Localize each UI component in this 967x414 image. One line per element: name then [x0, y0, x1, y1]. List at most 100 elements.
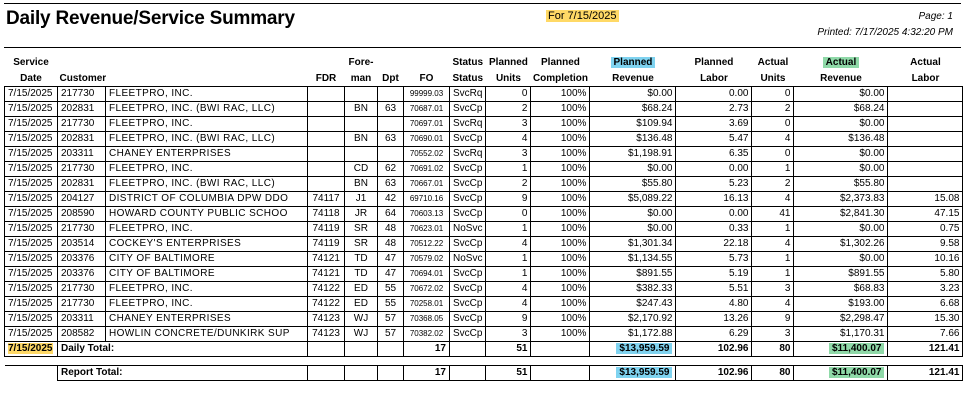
row-fo: 70687.01 [403, 101, 450, 117]
row-actual-units: 0 [751, 86, 795, 102]
row-planned-revenue: $247.43 [589, 296, 677, 312]
row-fdr: 74123 [307, 326, 345, 342]
row-date: 7/15/2025 [4, 176, 58, 192]
col-dpt-top [378, 55, 404, 70]
col-fdr: FDR [315, 73, 337, 84]
row-actual-revenue: $0.00 [793, 221, 889, 237]
row-planned-completion: 100% [530, 281, 591, 297]
report-title: Daily Revenue/Service Summary [6, 8, 295, 29]
row-customer-name: FLEETPRO, INC. [105, 221, 308, 237]
row-planned-units: 3 [485, 146, 532, 162]
row-customer-number: 203311 [57, 146, 106, 162]
report-total-dpt [377, 365, 404, 381]
row-planned-units: 1 [485, 221, 532, 237]
row-date: 7/15/2025 [4, 311, 58, 327]
totals-body: 7/15/2025 Daily Total: 17 51 $13,959.59 … [4, 341, 964, 381]
row-status: SvcRq [448, 86, 487, 102]
row-status: SvcCp [448, 266, 487, 282]
row-date: 7/15/2025 [4, 191, 58, 207]
col-planned-labor: Labor [700, 73, 728, 84]
col-customer-top [106, 55, 308, 70]
row-fdr [307, 86, 345, 102]
row-dpt: 63 [377, 131, 404, 147]
actual-revenue-highlight: Actual [822, 57, 860, 68]
col-status: Status [452, 73, 483, 84]
col-planned-units: Units [495, 73, 521, 84]
daily-total-actual-units: 80 [751, 341, 795, 357]
row-actual-revenue: $0.00 [793, 251, 889, 267]
row-dpt: 47 [377, 251, 404, 267]
row-date: 7/15/2025 [4, 131, 58, 147]
row-foreman: JR [344, 206, 378, 222]
report-total-actual-units: 80 [751, 365, 795, 381]
col-customer: Customer [59, 73, 107, 84]
daily-total-date: 7/15/2025 [4, 341, 58, 357]
daily-total-planned-labor: 102.96 [675, 341, 753, 357]
row-date: 7/15/2025 [4, 236, 58, 252]
row-foreman: ED [344, 281, 378, 297]
row-planned-units: 4 [485, 281, 532, 297]
row-fdr: 74122 [307, 281, 345, 297]
col-custno-top [58, 55, 106, 70]
row-status: SvcCp [448, 131, 487, 147]
row-planned-labor: 0.33 [675, 221, 753, 237]
row-fo: 70623.01 [403, 221, 450, 237]
row-actual-units: 4 [751, 236, 795, 252]
row-foreman: WJ [344, 326, 378, 342]
col-fo: FO [419, 73, 434, 84]
table-row: 7/15/2025 208590 HOWARD COUNTY PUBLIC SCHO… [4, 206, 964, 222]
daily-total-label: Daily Total: [57, 341, 308, 357]
for-date-label: For 7/15/2025 [546, 10, 619, 22]
row-actual-labor: 5.80 [887, 266, 964, 282]
row-planned-completion: 100% [530, 206, 591, 222]
row-dpt: 48 [377, 236, 404, 252]
row-planned-labor: 4.80 [675, 296, 753, 312]
report-total-planned-revenue-value: $13,959.59 [616, 367, 673, 378]
report-total-label: Report Total: [57, 365, 308, 381]
row-fo: 69710.16 [403, 191, 450, 207]
row-customer-number: 202831 [57, 101, 106, 117]
row-planned-units: 2 [485, 101, 532, 117]
row-customer-name: FLEETPRO, INC. (BWI RAC, LLC) [105, 176, 308, 192]
row-planned-units: 0 [485, 86, 532, 102]
row-fo: 70603.13 [403, 206, 450, 222]
report-total-foreman [344, 365, 378, 381]
daily-total-fdr [307, 341, 345, 357]
row-planned-revenue: $55.80 [589, 176, 677, 192]
row-customer-name: HOWLIN CONCRETE/DUNKIRK SUP [105, 326, 308, 342]
row-actual-units: 0 [751, 146, 795, 162]
row-fdr: 74119 [307, 236, 345, 252]
row-foreman: WJ [344, 311, 378, 327]
daily-total-dpt [377, 341, 404, 357]
row-actual-units: 3 [751, 281, 795, 297]
row-planned-labor: 5.23 [675, 176, 753, 192]
row-planned-completion: 100% [530, 296, 591, 312]
row-planned-labor: 3.69 [675, 116, 753, 132]
table-row: 7/15/2025 203311 CHANEY ENTERPRISES 70552.0… [4, 146, 964, 162]
row-dpt: 63 [377, 176, 404, 192]
row-planned-completion: 100% [530, 251, 591, 267]
col-actual-labor-top: Actual [910, 57, 941, 68]
row-planned-completion: 100% [530, 146, 591, 162]
row-actual-units: 1 [751, 251, 795, 267]
row-actual-revenue: $0.00 [793, 86, 889, 102]
row-planned-units: 0 [485, 206, 532, 222]
row-planned-revenue: $382.33 [589, 281, 677, 297]
row-planned-units: 3 [485, 326, 532, 342]
daily-total-date-value: 7/15/2025 [8, 343, 53, 354]
row-foreman: SR [344, 221, 378, 237]
col-status-top: Status [452, 57, 483, 68]
table-row: 7/15/2025 203376 CITY OF BALTIMORE 74121 TD 4… [4, 251, 964, 267]
col-planned-revenue-top: Planned [590, 55, 676, 70]
row-status: NoSvc [448, 251, 487, 267]
row-customer-name: CITY OF BALTIMORE [105, 266, 308, 282]
row-customer-number: 204127 [57, 191, 106, 207]
row-planned-units: 4 [485, 296, 532, 312]
row-planned-labor: 2.73 [675, 101, 753, 117]
row-actual-labor: 47.15 [887, 206, 964, 222]
col-actual-units-top: Actual [757, 57, 789, 68]
row-planned-revenue: $1,134.55 [589, 251, 677, 267]
report-total-planned-labor: 102.96 [675, 365, 753, 381]
row-date: 7/15/2025 [4, 296, 58, 312]
header-row-2: Date Customer FDR man Dpt FO Status Unit… [5, 70, 963, 87]
